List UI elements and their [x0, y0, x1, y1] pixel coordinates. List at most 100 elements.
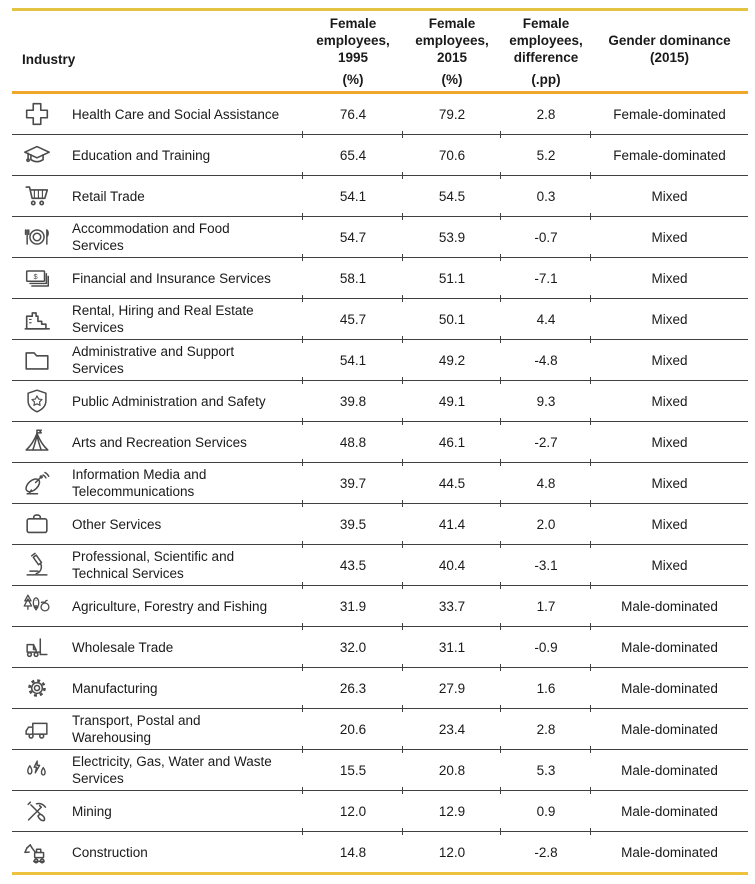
table-row: Agriculture, Forestry and Fishing 31.9 3… [12, 582, 748, 626]
dominance-cell: Female-dominated [590, 131, 748, 175]
column-header-line: Female [522, 16, 570, 31]
difference-cell: 0.3 [500, 172, 591, 216]
column-header-industry: Industry [22, 52, 76, 67]
difference-cell: 5.3 [500, 746, 591, 790]
gender-dominance-table-page: Industry Female employees, 1995 (%) Fema… [0, 8, 755, 884]
column-header-2015: Female employees, 2015 (%) [403, 15, 501, 88]
difference-cell: 5.2 [500, 131, 591, 175]
pct-2015-cell: 53.9 [402, 213, 501, 257]
pct-1995-cell: 32.0 [302, 623, 403, 667]
pct-2015-cell: 46.1 [402, 418, 501, 462]
pct-1995-cell: 39.8 [302, 377, 403, 421]
pct-1995-cell: 31.9 [302, 582, 403, 626]
table-row: Retail Trade 54.1 54.5 0.3 Mixed [12, 172, 748, 216]
difference-cell: 0.9 [500, 787, 591, 831]
satellite-dish-icon [22, 468, 52, 498]
table-row: Public Administration and Safety 39.8 49… [12, 377, 748, 421]
pct-2015-cell: 54.5 [402, 172, 501, 216]
pct-1995-cell: 45.7 [302, 295, 403, 339]
pct-2015-cell: 20.8 [402, 746, 501, 790]
building-icon [22, 304, 52, 334]
microscope-icon [22, 550, 52, 580]
pct-1995-cell: 39.7 [302, 459, 403, 503]
drops-lightning-icon [22, 755, 52, 785]
column-header-line [591, 15, 748, 32]
pickaxe-shovel-icon [22, 796, 52, 826]
industry-icon-cell [12, 94, 62, 134]
table-row: Health Care and Social Assistance 76.4 7… [12, 94, 748, 134]
briefcase-icon [22, 509, 52, 539]
industry-cell: Mining [62, 790, 303, 831]
pct-2015-cell: 40.4 [402, 541, 501, 585]
bottom-rule [12, 872, 748, 875]
column-header-line: Female [428, 16, 476, 31]
column-header-line: employees, [316, 33, 390, 48]
difference-cell: 9.3 [500, 377, 591, 421]
difference-cell: 2.8 [536, 106, 556, 122]
column-header-line: employees, [509, 33, 583, 48]
truck-icon [22, 714, 52, 744]
dominance-cell: Mixed [590, 418, 748, 462]
difference-cell: -7.1 [500, 254, 591, 298]
restaurant-plate-icon [22, 222, 52, 252]
industry-cell: Professional, Scientific and Technical Se… [62, 544, 303, 585]
industry-icon-cell [12, 503, 62, 544]
top-rule [12, 8, 748, 11]
industry-cell: Information Media and Telecommunications [62, 462, 303, 503]
industry-icon-cell [12, 298, 62, 339]
table-row: Construction 14.8 12.0 -2.8 Male-dominat… [12, 828, 748, 872]
pct-2015-cell: 70.6 [402, 131, 501, 175]
table-row: Information Media and Telecommunications … [12, 459, 748, 503]
difference-cell: -3.1 [500, 541, 591, 585]
difference-cell: -2.7 [500, 418, 591, 462]
pct-1995-cell: 43.5 [302, 541, 403, 585]
industry-cell: Rental, Hiring and Real Estate Services [62, 298, 303, 339]
column-header-unit: (%) [342, 72, 364, 87]
dominance-cell: Mixed [590, 459, 748, 503]
industry-cell: Other Services [62, 503, 303, 544]
industry-table: Health Care and Social Assistance 76.4 7… [12, 94, 748, 872]
industry-icon-cell [12, 421, 62, 462]
dominance-cell: Mixed [590, 541, 748, 585]
column-header-line: (2015) [649, 50, 690, 65]
table-row: Transport, Postal and Warehousing 20.6 23… [12, 705, 748, 749]
pct-2015-cell: 51.1 [402, 254, 501, 298]
pct-1995-cell: 39.5 [302, 500, 403, 544]
industry-cell: Agriculture, Forestry and Fishing [62, 585, 303, 626]
difference-cell: -4.8 [500, 336, 591, 380]
industry-table-body: Health Care and Social Assistance 76.4 7… [12, 94, 748, 872]
industry-icon-cell [12, 339, 62, 380]
industry-cell: Public Administration and Safety [62, 380, 303, 421]
table-row: Accommodation and Food Services 54.7 53.9… [12, 213, 748, 257]
dominance-cell: Mixed [590, 213, 748, 257]
industry-icon-cell [12, 667, 62, 708]
pct-2015-cell: 33.7 [402, 582, 501, 626]
table-row: Other Services 39.5 41.4 2.0 Mixed [12, 500, 748, 544]
column-header-line: 1995 [337, 50, 369, 65]
table-row: Manufacturing 26.3 27.9 1.6 Male-dominat… [12, 664, 748, 708]
industry-icon-cell [12, 544, 62, 585]
pct-1995-cell: 54.1 [302, 336, 403, 380]
pct-1995-cell: 65.4 [302, 131, 403, 175]
table-row: Wholesale Trade 32.0 31.1 -0.9 Male-domi… [12, 623, 748, 667]
tree-fish-fruit-icon [22, 591, 52, 621]
industry-icon-cell [12, 462, 62, 503]
pct-2015-cell: 27.9 [402, 664, 501, 708]
table-row: Education and Training 65.4 70.6 5.2 Fem… [12, 131, 748, 175]
dominance-cell: Mixed [590, 500, 748, 544]
difference-cell: 4.4 [500, 295, 591, 339]
pct-2015-cell: 41.4 [402, 500, 501, 544]
industry-cell: Transport, Postal and Warehousing [62, 708, 303, 749]
industry-icon-cell [12, 134, 62, 175]
pct-1995-cell: 20.6 [302, 705, 403, 749]
column-header-difference: Female employees, difference (.pp) [501, 15, 591, 88]
industry-icon-cell [12, 831, 62, 872]
dominance-cell: Male-dominated [590, 664, 748, 708]
circus-tent-icon [22, 427, 52, 457]
medical-cross-icon [22, 99, 52, 129]
difference-cell: 1.6 [500, 664, 591, 708]
folder-icon [22, 345, 52, 375]
table-row: Rental, Hiring and Real Estate Services 4… [12, 295, 748, 339]
pct-2015-cell: 49.2 [402, 336, 501, 380]
industry-cell: Financial and Insurance Services [62, 257, 303, 298]
